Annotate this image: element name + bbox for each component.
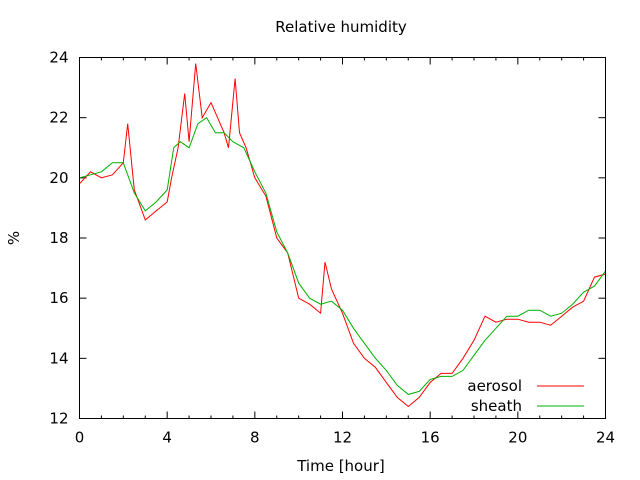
axis-ticks: 0 4 8 12 16 20 24 12 14 16 18 20 22 24: [49, 49, 615, 447]
legend: aerosol sheath: [467, 377, 584, 415]
x-tick-label: 0: [75, 429, 85, 447]
legend-label-sheath: sheath: [471, 397, 522, 415]
legend-label-aerosol: aerosol: [467, 377, 522, 395]
x-tick-label: 8: [250, 429, 260, 447]
y-tick-label: 18: [49, 229, 68, 247]
x-tick-label: 16: [421, 429, 440, 447]
x-tick-label: 12: [333, 429, 352, 447]
y-tick-label: 20: [49, 169, 68, 187]
x-tick-label: 24: [596, 429, 615, 447]
x-tick-label: 20: [508, 429, 527, 447]
y-tick-label: 12: [49, 410, 68, 428]
y-tick-label: 22: [49, 109, 68, 127]
chart-title: Relative humidity: [275, 18, 407, 36]
series-lines: [79, 63, 606, 408]
y-tick-label: 24: [49, 49, 68, 67]
series-line-sheath: [79, 116, 606, 395]
x-tick-label: 4: [162, 429, 172, 447]
series-line-aerosol: [79, 63, 606, 408]
plot-frame: [79, 57, 606, 419]
y-tick-label: 16: [49, 289, 68, 307]
x-axis-label: Time [hour]: [296, 457, 385, 475]
y-tick-label: 14: [49, 349, 68, 367]
y-axis-label: %: [5, 231, 23, 245]
